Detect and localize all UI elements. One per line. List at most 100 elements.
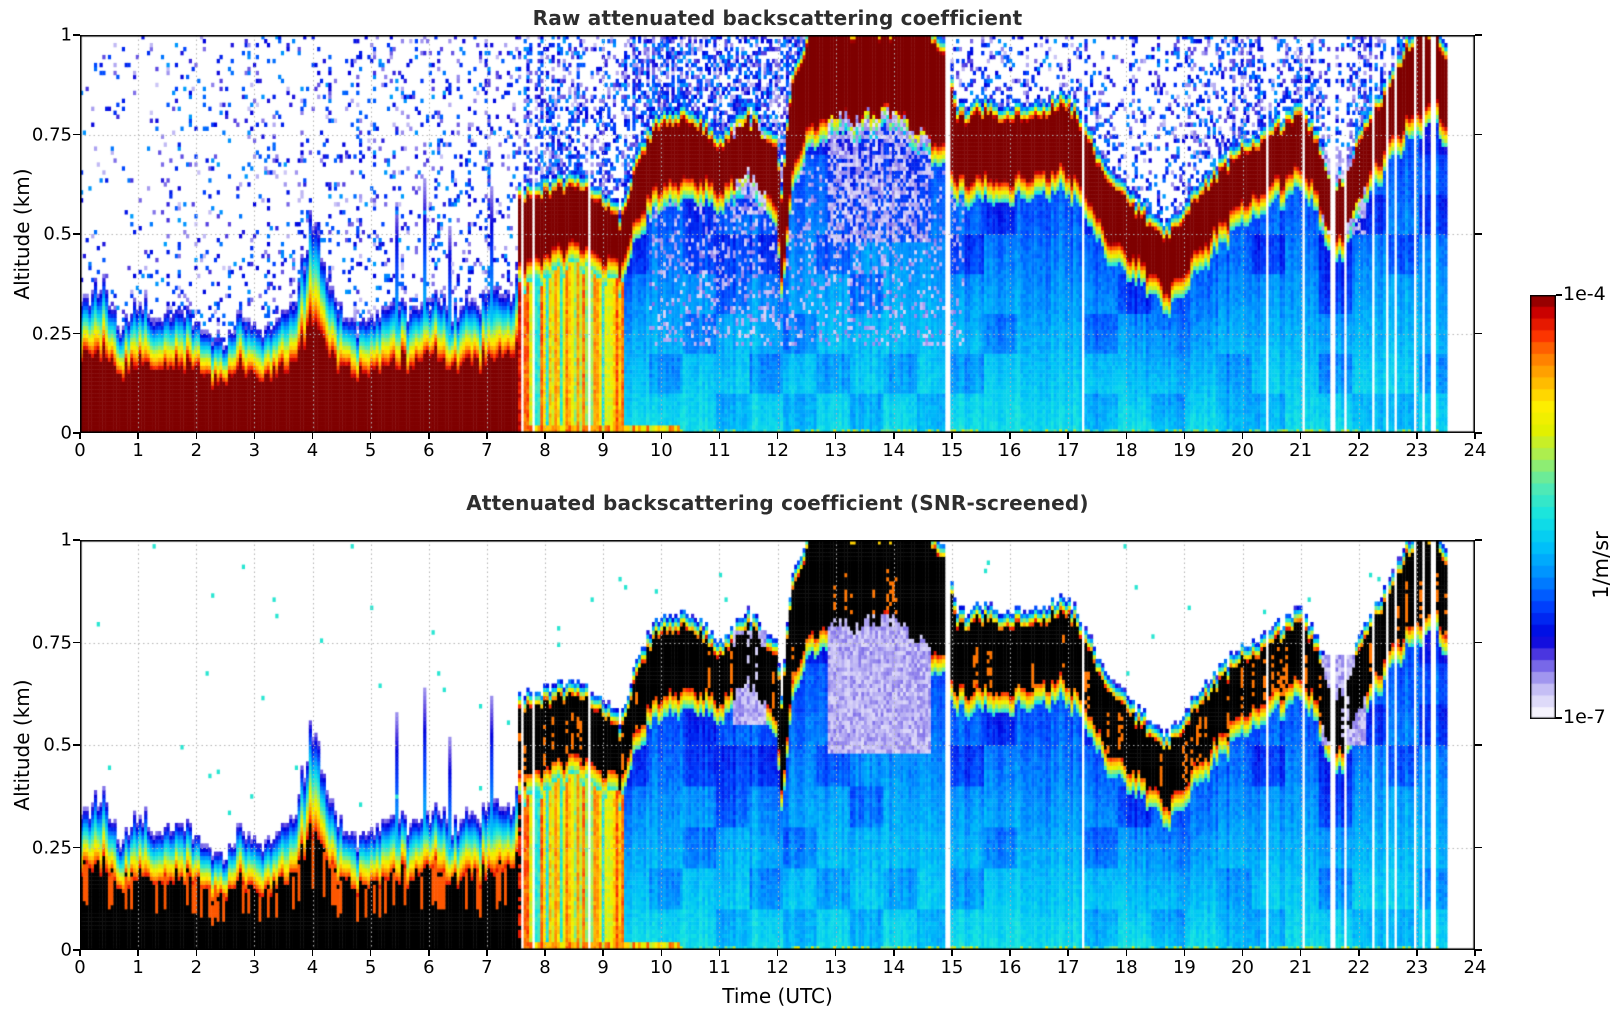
time-axis-label: Time (UTC) <box>722 984 833 1008</box>
screened-heatmap-canvas <box>80 540 1475 950</box>
x-tick-label: 16 <box>998 957 1022 978</box>
x-tick <box>1125 432 1128 439</box>
x-tick-label: 21 <box>1289 957 1313 978</box>
y-tick-right <box>1475 233 1482 235</box>
raw-panel-title: Raw attenuated backscattering coefficien… <box>532 6 1023 30</box>
x-tick-label: 9 <box>597 957 609 978</box>
x-tick-label: 9 <box>597 440 609 461</box>
x-tick-label: 17 <box>1056 957 1080 978</box>
y-tick-label: 1 <box>60 529 72 551</box>
x-tick <box>253 432 256 439</box>
x-tick-label: 7 <box>481 957 493 978</box>
x-tick-label: 20 <box>1231 440 1254 461</box>
x-tick-label: 22 <box>1347 957 1371 978</box>
x-tick-label: 3 <box>248 440 261 461</box>
x-tick <box>486 949 488 956</box>
x-tick-label: 10 <box>649 957 673 978</box>
x-tick-label: 8 <box>539 440 551 461</box>
x-tick-label: 4 <box>306 957 319 978</box>
x-tick-label: 21 <box>1289 440 1313 461</box>
x-tick <box>718 949 721 956</box>
x-tick <box>893 432 895 439</box>
y-tick-label: 1 <box>60 24 72 46</box>
y-tick-label: 0.75 <box>31 632 72 653</box>
x-tick <box>544 949 546 956</box>
x-tick <box>602 432 604 439</box>
x-tick <box>486 432 488 439</box>
y-tick-right <box>1475 34 1482 36</box>
x-tick <box>1241 432 1244 439</box>
colorbar <box>1530 295 1556 719</box>
x-tick-label: 19 <box>1172 440 1196 461</box>
y-tick <box>73 34 80 36</box>
colorbar-units-label: 1/m/sr <box>1589 531 1613 599</box>
x-tick-label: 13 <box>824 957 848 978</box>
x-tick-label: 5 <box>364 440 377 461</box>
x-tick-label: 14 <box>882 440 906 461</box>
y-tick <box>73 949 80 951</box>
x-tick <box>137 949 139 956</box>
x-tick <box>1125 949 1128 956</box>
x-tick <box>1474 432 1476 439</box>
y-tick-right <box>1475 432 1482 434</box>
y-tick-label: 0.25 <box>31 837 72 858</box>
y-tick <box>73 332 80 335</box>
x-tick <box>1241 949 1244 956</box>
x-tick <box>195 432 198 439</box>
x-tick-label: 3 <box>248 957 261 978</box>
colorbar-min-label: 1e-7 <box>1563 706 1606 728</box>
x-tick-label: 14 <box>882 957 906 978</box>
y-tick-label: 0 <box>60 939 72 961</box>
x-tick-label: 11 <box>707 957 731 978</box>
x-tick <box>369 432 372 439</box>
x-tick <box>660 949 663 956</box>
colorbar-max-label: 1e-4 <box>1563 283 1606 305</box>
screened-panel-title: Attenuated backscattering coefficient (S… <box>466 491 1089 515</box>
colorbar-top-tick <box>1556 294 1562 296</box>
x-tick-label: 16 <box>998 440 1022 461</box>
x-tick <box>369 949 372 956</box>
y-tick-right <box>1475 949 1482 951</box>
x-tick-label: 1 <box>132 957 144 978</box>
x-tick-label: 22 <box>1347 440 1371 461</box>
y-tick <box>73 846 80 849</box>
x-tick <box>1009 432 1011 439</box>
x-tick <box>428 432 430 439</box>
x-tick <box>79 949 81 956</box>
x-tick-label: 13 <box>824 440 848 461</box>
y-tick-label: 0 <box>60 422 72 444</box>
x-tick <box>428 949 430 956</box>
x-tick <box>776 949 779 956</box>
x-tick <box>1358 432 1360 439</box>
x-tick-label: 23 <box>1405 440 1429 461</box>
y-tick-right <box>1475 133 1482 136</box>
x-tick-label: 20 <box>1231 957 1254 978</box>
x-tick <box>1358 949 1360 956</box>
x-tick-label: 7 <box>481 440 493 461</box>
x-tick <box>79 432 81 439</box>
x-tick <box>951 432 953 439</box>
x-tick-label: 17 <box>1056 440 1080 461</box>
y-tick-label: 0.5 <box>43 734 72 756</box>
x-tick <box>544 432 546 439</box>
x-tick-label: 15 <box>940 957 964 978</box>
x-tick-label: 15 <box>940 440 964 461</box>
x-tick-label: 6 <box>423 957 435 978</box>
x-tick-label: 10 <box>649 440 673 461</box>
y-tick <box>73 133 80 136</box>
y-tick-right <box>1475 539 1482 541</box>
y-tick <box>73 539 80 541</box>
y-tick <box>73 744 80 746</box>
y-tick-right <box>1475 332 1482 335</box>
x-tick-label: 0 <box>74 440 86 461</box>
y-tick-right <box>1475 846 1482 849</box>
x-tick <box>253 949 256 956</box>
y-tick-label: 0.25 <box>31 323 72 344</box>
x-tick-label: 8 <box>539 957 551 978</box>
x-tick <box>311 432 314 439</box>
x-tick <box>776 432 779 439</box>
y-tick-right <box>1475 641 1482 644</box>
y-tick <box>73 432 80 434</box>
x-tick-label: 2 <box>190 440 203 461</box>
x-tick-label: 2 <box>190 957 203 978</box>
